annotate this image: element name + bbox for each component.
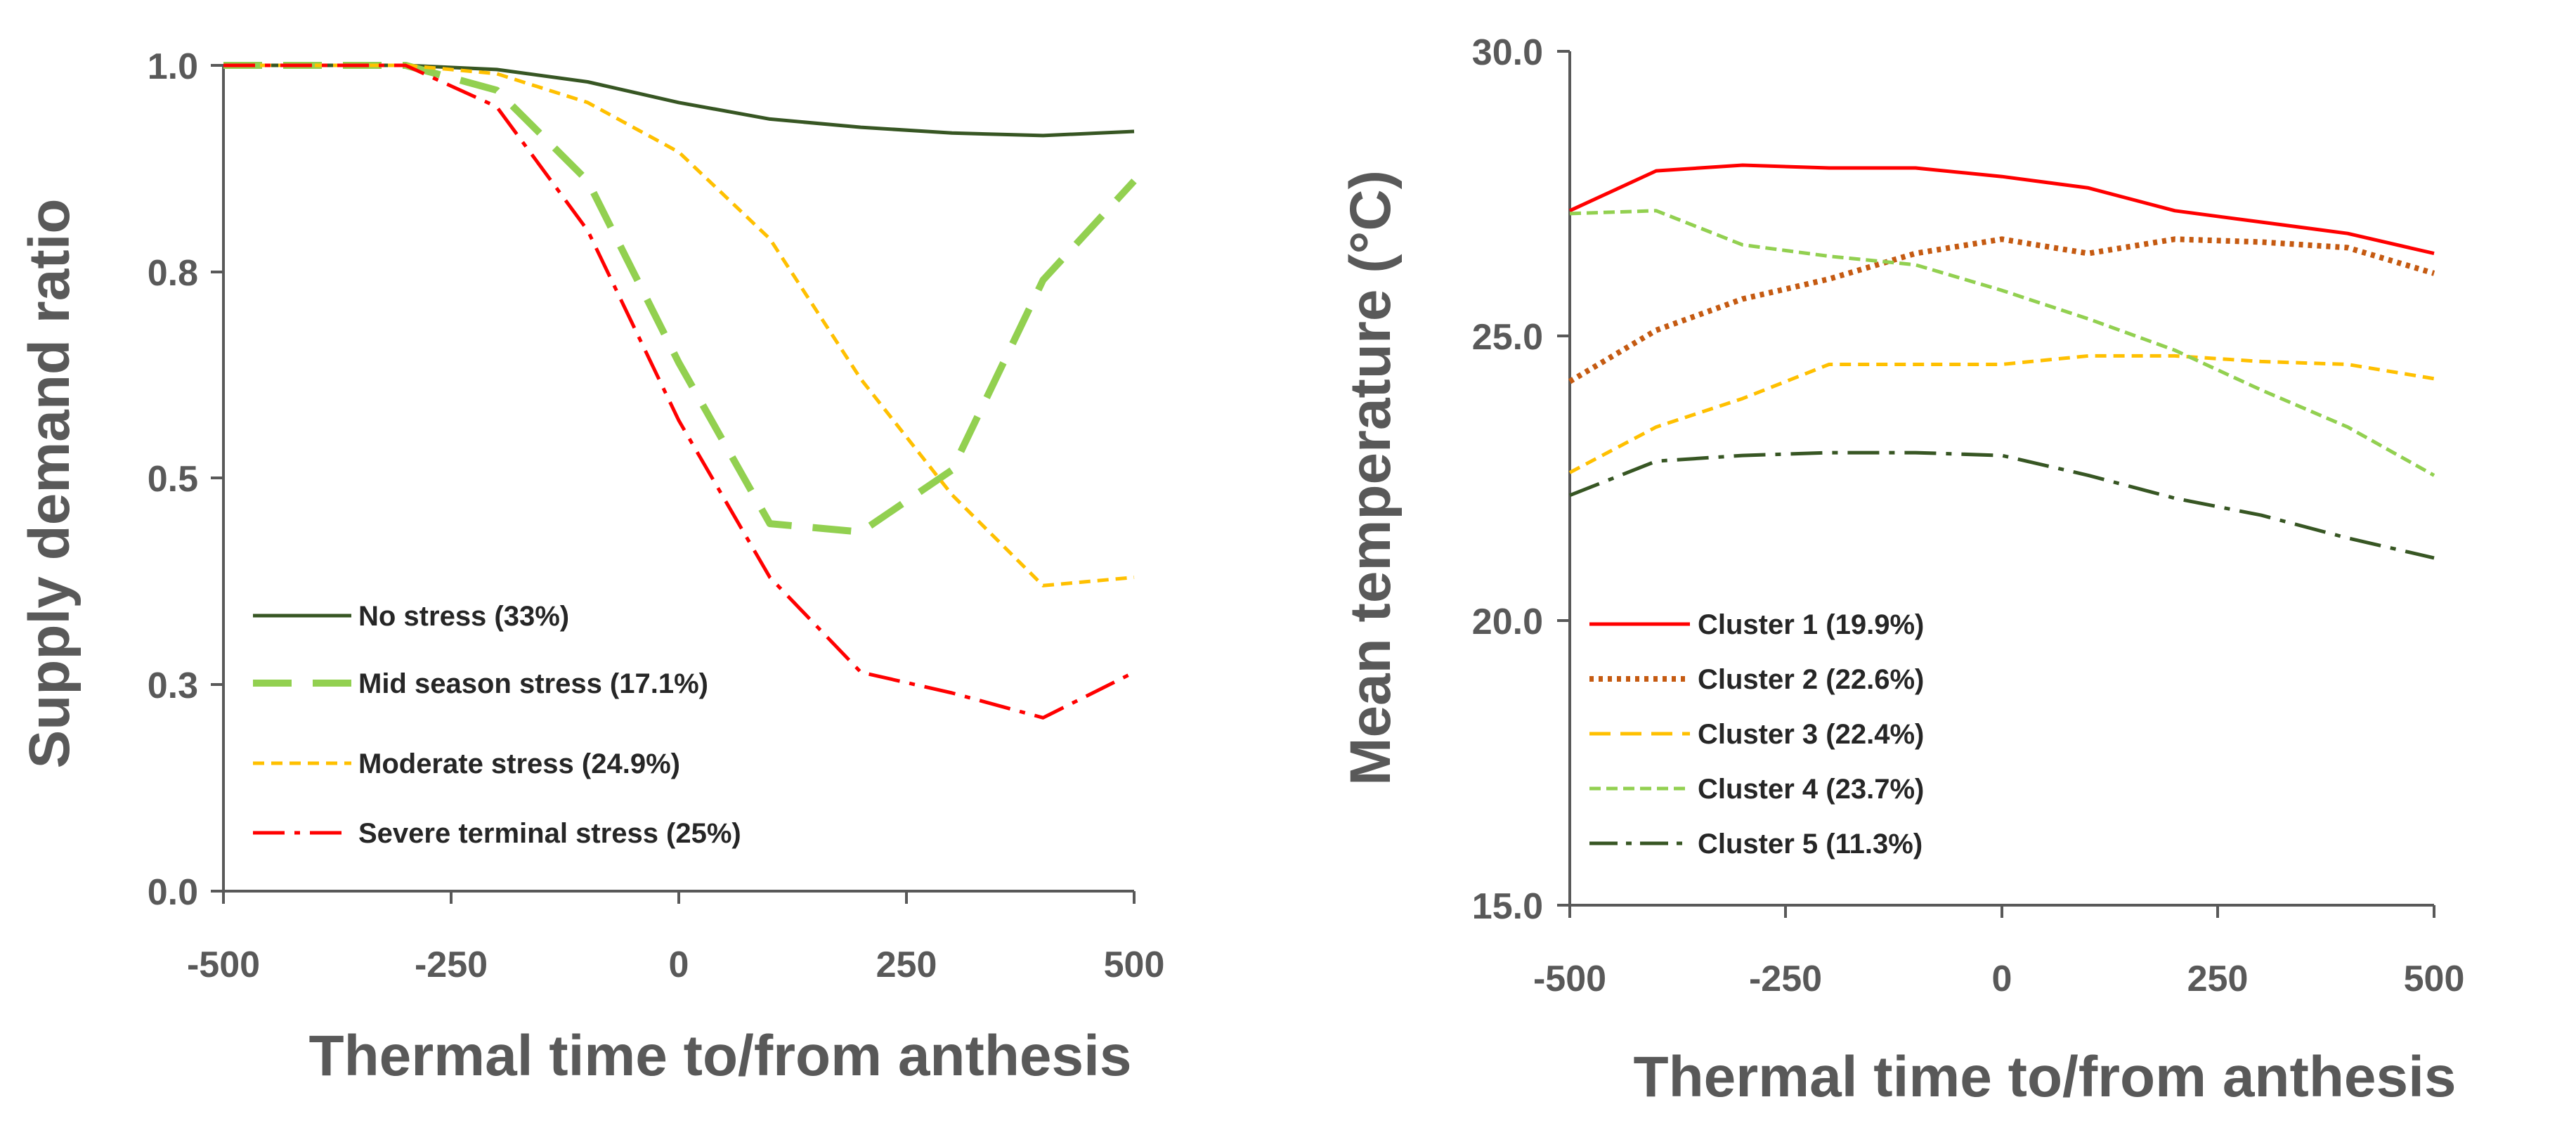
series-line-moderate-stress xyxy=(223,63,1135,588)
y-tick-label: 15.0 xyxy=(1472,886,1543,927)
x-tick-marks xyxy=(222,891,1136,904)
y-axis-title: Supply demand ratio xyxy=(18,199,82,769)
x-tick-label: -500 xyxy=(187,945,260,985)
y-tick-label: 1.0 xyxy=(148,46,198,87)
legend: No stress (33%) Mid season stress (17.1%… xyxy=(253,601,741,849)
y-axis-title: Mean temperature (°C) xyxy=(1339,170,1403,786)
y-tick-labels: 30.0 25.0 20.0 15.0 xyxy=(1472,32,1543,927)
series-line-severe-terminal-stress xyxy=(223,63,1136,720)
legend-label-no-stress: No stress (33%) xyxy=(358,601,569,632)
legend: Cluster 1 (19.9%) Cluster 2 (22.6%) Clus… xyxy=(1589,609,1924,860)
series-line-cluster-4 xyxy=(1569,209,2435,477)
y-tick-label: 20.0 xyxy=(1472,602,1543,642)
x-tick-label: 0 xyxy=(1992,959,2012,999)
mean-temperature-chart: 30.0 25.0 20.0 15.0 -500 -250 0 250 500 … xyxy=(1339,32,2464,1109)
legend-label-cluster-2: Cluster 2 (22.6%) xyxy=(1698,664,1924,695)
x-tick-label: -250 xyxy=(415,945,488,985)
series-line-cluster-1 xyxy=(1568,163,2435,256)
y-tick-label: 0.3 xyxy=(148,666,198,706)
x-tick-label: -250 xyxy=(1749,959,1822,999)
series-lines xyxy=(223,62,1137,720)
x-tick-label: -500 xyxy=(1533,959,1606,999)
supply-demand-chart: 1.0 0.8 0.5 0.3 0.0 -500 -250 0 250 500 … xyxy=(18,46,1164,1088)
x-axis-title: Thermal time to/from anthesis xyxy=(308,1024,1131,1088)
legend-label-mid-season-stress: Mid season stress (17.1%) xyxy=(358,668,708,699)
y-tick-labels: 1.0 0.8 0.5 0.3 0.0 xyxy=(148,46,198,913)
x-tick-marks xyxy=(1568,905,2435,918)
y-tick-marks xyxy=(211,64,223,893)
y-tick-label: 0.8 xyxy=(148,253,198,294)
y-tick-label: 0.5 xyxy=(148,459,198,500)
series-line-cluster-3 xyxy=(1568,354,2435,474)
legend-label-cluster-4: Cluster 4 (23.7%) xyxy=(1698,774,1924,805)
series-line-no-stress xyxy=(223,63,1135,138)
legend-label-cluster-3: Cluster 3 (22.4%) xyxy=(1698,719,1924,750)
x-tick-labels: -500 -250 0 250 500 xyxy=(187,945,1164,985)
y-tick-label: 30.0 xyxy=(1472,32,1543,73)
x-tick-label: 250 xyxy=(2187,959,2249,999)
legend-label-cluster-5: Cluster 5 (11.3%) xyxy=(1698,829,1923,860)
series-line-cluster-5 xyxy=(1569,450,2435,560)
y-tick-label: 0.0 xyxy=(148,872,198,913)
x-tick-label: 250 xyxy=(876,945,937,985)
legend-label-cluster-1: Cluster 1 (19.9%) xyxy=(1698,609,1924,640)
legend-label-moderate-stress: Moderate stress (24.9%) xyxy=(358,748,680,779)
x-tick-label: 0 xyxy=(669,945,689,985)
y-tick-label: 25.0 xyxy=(1472,317,1543,358)
x-tick-label: 500 xyxy=(2404,959,2465,999)
x-axis-title: Thermal time to/from anthesis xyxy=(1633,1045,2456,1109)
y-tick-marks xyxy=(1557,50,1570,907)
series-lines xyxy=(1568,163,2435,560)
series-line-cluster-2 xyxy=(1568,236,2435,384)
x-tick-labels: -500 -250 0 250 500 xyxy=(1533,959,2464,999)
legend-label-severe-terminal-stress: Severe terminal stress (25%) xyxy=(358,818,741,849)
x-tick-label: 500 xyxy=(1104,945,1165,985)
